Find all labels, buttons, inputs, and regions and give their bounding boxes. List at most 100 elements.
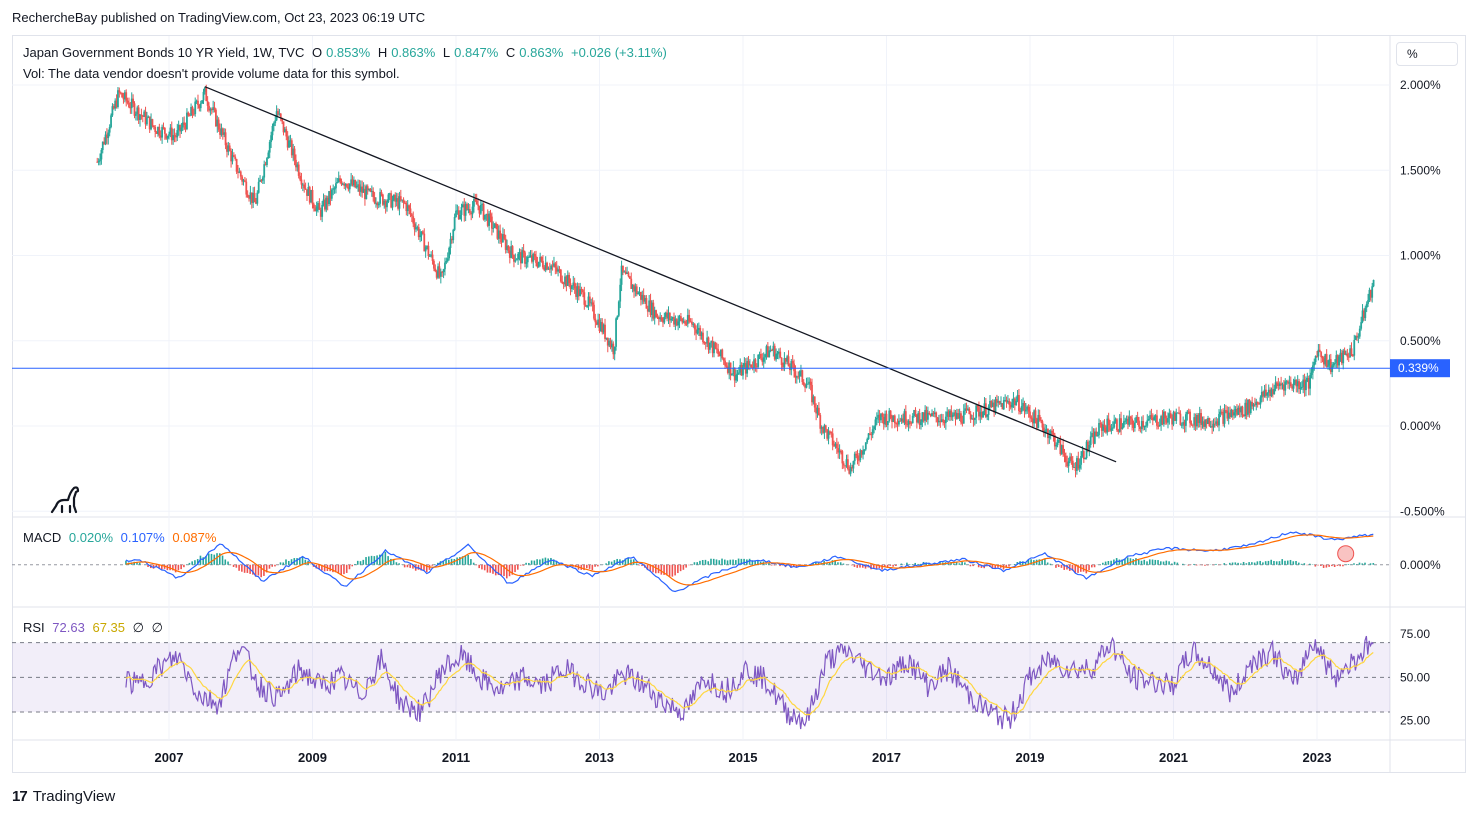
publisher-line: RechercheBay published on TradingView.co… bbox=[12, 10, 426, 25]
candle-body bbox=[1133, 422, 1136, 429]
macd-histogram-bar bbox=[889, 564, 892, 566]
candle-body bbox=[369, 188, 372, 192]
macd-histogram-bar bbox=[1107, 560, 1110, 565]
candle-body bbox=[1241, 406, 1244, 416]
candle-body bbox=[397, 198, 399, 209]
candle-body bbox=[495, 223, 497, 225]
candle-body bbox=[704, 342, 707, 344]
candle-body bbox=[806, 383, 809, 385]
candle-body bbox=[830, 431, 833, 434]
tradingview-logo-icon[interactable]: 17 bbox=[12, 788, 28, 805]
candle-body bbox=[896, 423, 899, 425]
macd-histogram-bar bbox=[1240, 563, 1242, 565]
macd-legend: MACD 0.020% 0.107% 0.087% bbox=[23, 530, 220, 545]
candle-body bbox=[1153, 416, 1156, 421]
candle-body bbox=[976, 405, 979, 408]
macd-histogram-bar bbox=[1361, 563, 1364, 565]
candle-body bbox=[438, 266, 441, 277]
candle-body bbox=[863, 449, 866, 452]
candle-body bbox=[631, 285, 634, 289]
candle-body bbox=[151, 119, 154, 126]
candle-body bbox=[1260, 391, 1263, 398]
macd-histogram-bar bbox=[837, 562, 839, 565]
footer: 17 TradingView bbox=[12, 788, 115, 805]
candle-body bbox=[670, 318, 673, 321]
candle-body bbox=[637, 293, 640, 295]
candle-body bbox=[851, 466, 853, 469]
candle-body bbox=[987, 406, 990, 415]
candle-body bbox=[891, 418, 893, 422]
macd-histogram-bar bbox=[1322, 564, 1325, 568]
candle-body bbox=[381, 194, 384, 205]
candle-body bbox=[231, 155, 234, 162]
macd-label[interactable]: MACD bbox=[23, 530, 62, 545]
rsi-tick-label: 75.00 bbox=[1400, 627, 1430, 641]
candle-body bbox=[464, 204, 467, 216]
candle-body bbox=[264, 164, 267, 166]
candle-body bbox=[1091, 433, 1093, 437]
macd-histogram-bar bbox=[464, 555, 467, 565]
macd-histogram-bar bbox=[1140, 560, 1143, 565]
candle-body bbox=[212, 107, 215, 111]
candle-body bbox=[412, 216, 415, 224]
candle-body bbox=[1182, 422, 1185, 425]
candle-body bbox=[221, 128, 224, 135]
candle-body bbox=[935, 412, 938, 418]
candle-body bbox=[459, 214, 462, 220]
candle-body bbox=[358, 184, 361, 192]
candle-body bbox=[304, 188, 307, 190]
candle-body bbox=[1151, 417, 1154, 421]
brand-name[interactable]: TradingView bbox=[32, 788, 116, 805]
candle-body bbox=[406, 205, 409, 212]
candle-body bbox=[271, 125, 274, 136]
candle-body bbox=[1131, 418, 1134, 425]
macd-histogram-bar bbox=[1129, 558, 1132, 565]
candle-body bbox=[455, 210, 457, 218]
candle-body bbox=[350, 179, 353, 184]
candle-body bbox=[1244, 402, 1247, 417]
candle-body bbox=[321, 204, 324, 217]
candle-body bbox=[840, 450, 842, 452]
macd-histogram-bar bbox=[158, 564, 160, 569]
rsi-label[interactable]: RSI bbox=[23, 620, 45, 635]
candle-body bbox=[249, 192, 252, 199]
candle-body bbox=[1157, 425, 1160, 427]
candle-body bbox=[696, 330, 699, 334]
candle-body bbox=[1110, 428, 1113, 431]
candle-body bbox=[1135, 417, 1138, 423]
candle-body bbox=[550, 265, 553, 270]
candle-body bbox=[834, 443, 837, 446]
candle-body bbox=[521, 250, 524, 264]
candle-body bbox=[1008, 401, 1011, 405]
candle-body bbox=[1121, 427, 1124, 430]
candle-body bbox=[1099, 423, 1102, 425]
macd-histogram-bar bbox=[939, 562, 941, 565]
candle-body bbox=[1140, 421, 1143, 429]
macd-histogram-bar bbox=[194, 560, 196, 565]
percent-scale-button[interactable]: % bbox=[1396, 42, 1458, 66]
candle-body bbox=[586, 305, 588, 307]
change-value: +0.026 (+3.11%) bbox=[570, 45, 667, 60]
candle-body bbox=[173, 134, 176, 137]
macd-histogram-bar bbox=[528, 562, 530, 565]
macd-histogram-bar bbox=[1275, 561, 1278, 565]
candle-body bbox=[303, 184, 306, 189]
candle-body bbox=[390, 193, 393, 208]
macd-histogram-bar bbox=[997, 564, 999, 568]
candle-body bbox=[1299, 388, 1302, 390]
candle-body bbox=[114, 100, 117, 109]
macd-histogram-bar bbox=[552, 559, 555, 565]
candle-body bbox=[1334, 362, 1336, 365]
candle-body bbox=[758, 354, 761, 356]
candle-body bbox=[1092, 433, 1095, 444]
macd-histogram-bar bbox=[701, 559, 704, 565]
macd-histogram-bar bbox=[1024, 562, 1027, 565]
candle-body bbox=[844, 465, 847, 467]
macd-histogram-bar bbox=[1027, 559, 1030, 565]
candle-body bbox=[281, 118, 284, 122]
macd-histogram-bar bbox=[359, 561, 362, 565]
symbol-name[interactable]: Japan Government Bonds 10 YR Yield, 1W, … bbox=[23, 45, 305, 60]
candle-body bbox=[885, 413, 888, 426]
candle-body bbox=[564, 276, 566, 284]
